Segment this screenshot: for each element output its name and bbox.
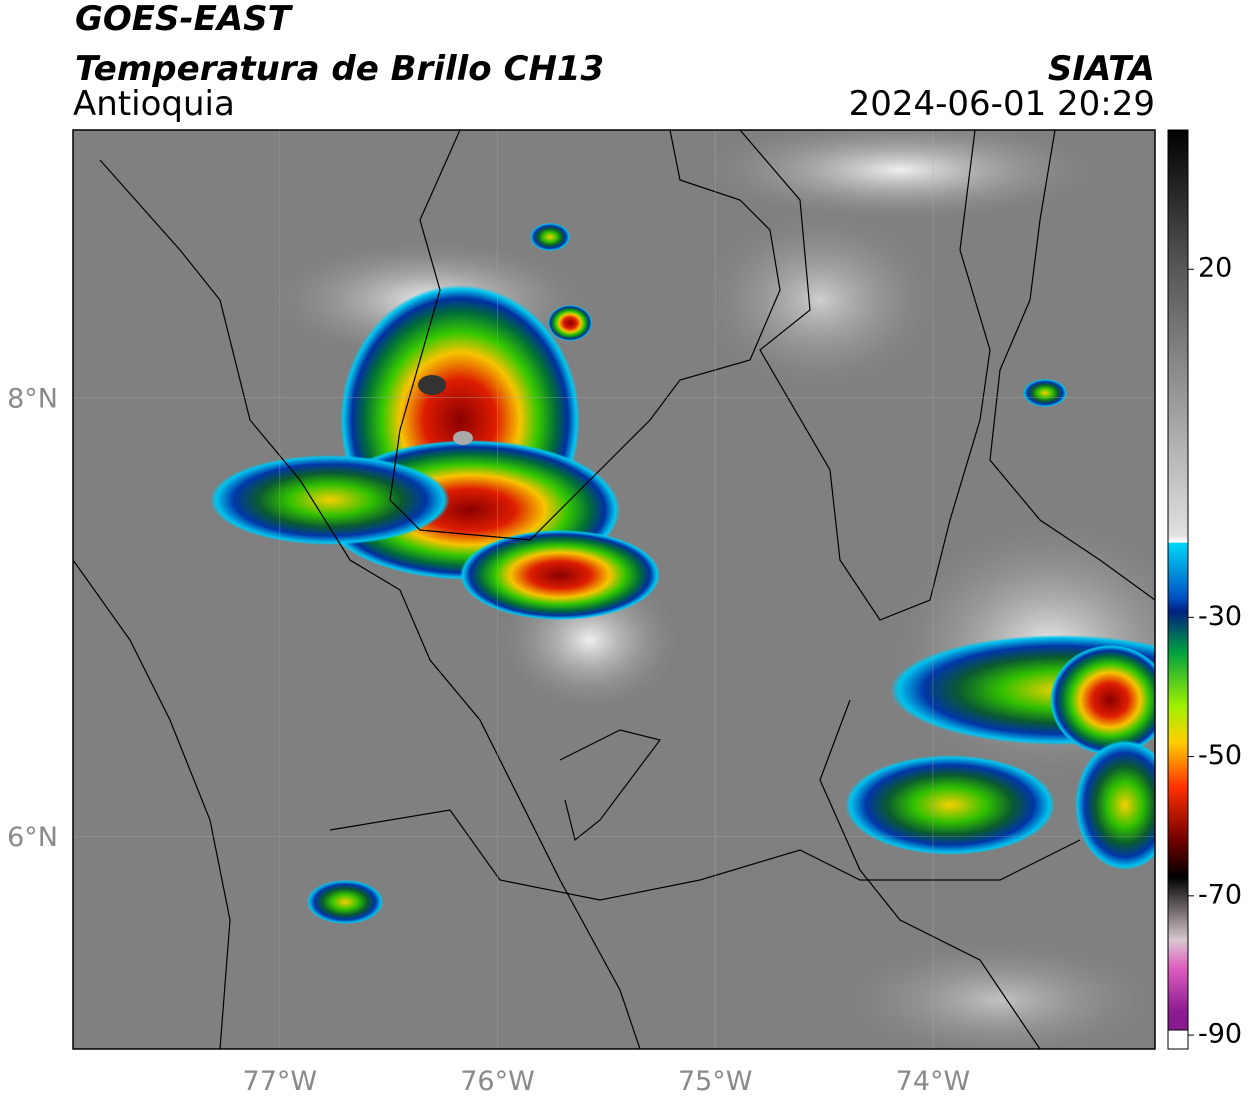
colorbar-tick-label: -50 bbox=[1198, 740, 1242, 771]
graticule bbox=[73, 130, 1155, 1049]
colorbar-tick-label: -30 bbox=[1198, 601, 1242, 632]
product-title: Temperatura de Brillo CH13 bbox=[75, 49, 604, 89]
lat-label: 8°N bbox=[7, 384, 58, 415]
lon-label: 74°W bbox=[896, 1066, 971, 1097]
colorbar-tick-label: 20 bbox=[1198, 253, 1232, 284]
region-title: Antioquia bbox=[73, 84, 235, 124]
lon-label: 76°W bbox=[460, 1066, 535, 1097]
map-frame bbox=[72, 129, 1156, 1050]
datetime: 2024-06-01 20:29 bbox=[849, 84, 1155, 124]
lon-label: 75°W bbox=[678, 1066, 753, 1097]
colorbar bbox=[1167, 129, 1189, 1031]
satellite-title: GOES-EAST bbox=[75, 0, 294, 39]
lon-label: 77°W bbox=[243, 1066, 318, 1097]
colorbar-under bbox=[1167, 1029, 1189, 1050]
agency: SIATA bbox=[1048, 49, 1155, 89]
map-image bbox=[73, 130, 1155, 1049]
lat-label: 6°N bbox=[7, 822, 58, 853]
colorbar-tick-label: -90 bbox=[1198, 1019, 1242, 1050]
colorbar-tick-label: -70 bbox=[1198, 879, 1242, 910]
